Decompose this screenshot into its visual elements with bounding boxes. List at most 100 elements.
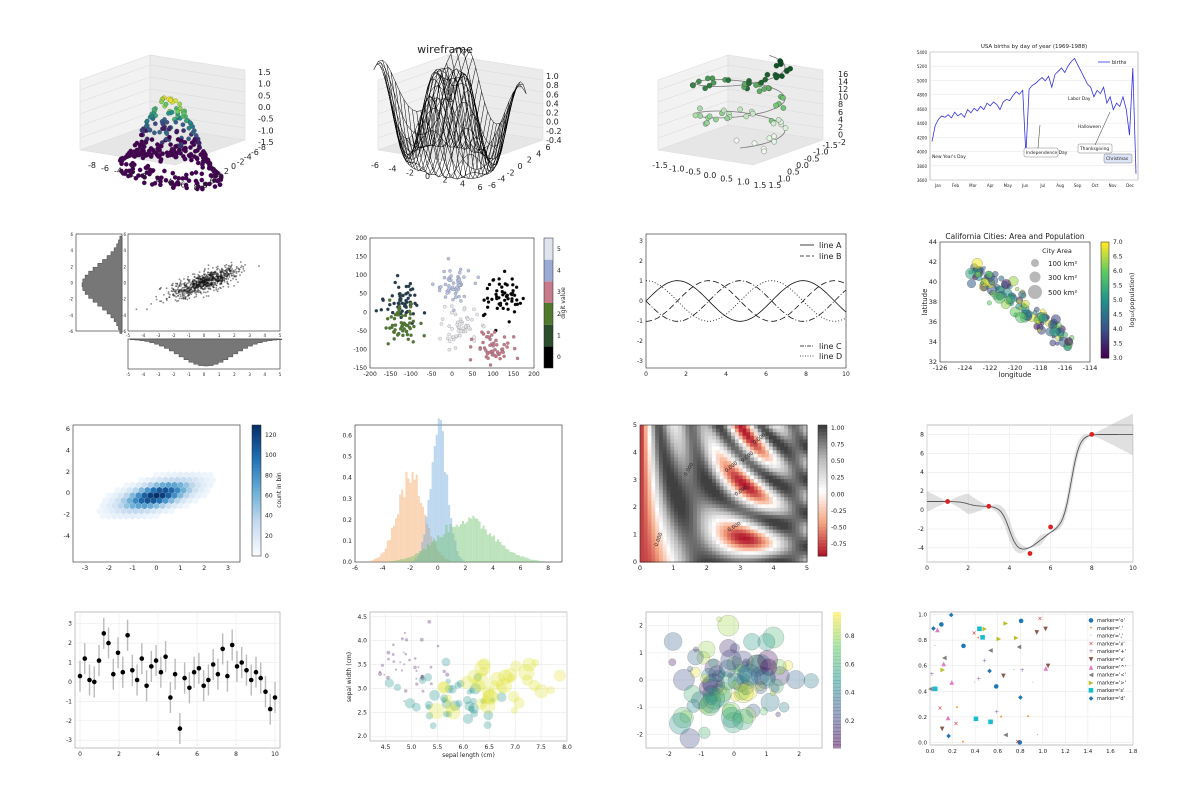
- p11-heat-cell: [799, 540, 804, 545]
- p3-gridline: [657, 100, 729, 127]
- p11-heat-cell: [731, 504, 736, 509]
- p11-heat-cell: [750, 457, 755, 462]
- p11-heat-cell: [659, 468, 664, 473]
- p5-point: [235, 275, 238, 277]
- p7-axes-frame: [645, 233, 847, 369]
- p6-colorbar-segment: [544, 303, 553, 325]
- p5-point: [197, 284, 200, 286]
- p11-heat-cell: [757, 435, 763, 440]
- p11-heat-cell: [696, 500, 702, 505]
- p16-xtick-label: 0.2: [948, 749, 957, 755]
- p5-point: [191, 280, 194, 283]
- p1-point: [173, 144, 179, 149]
- p10-hist-bar: [413, 479, 416, 562]
- p9-hex-bin: [168, 497, 175, 505]
- p11-heat-cell: [719, 464, 725, 469]
- p11-heat-cell: [738, 428, 744, 433]
- p6-point: [447, 324, 451, 328]
- p11-heat-cell: [731, 515, 736, 520]
- p9-hex-bin: [177, 471, 184, 479]
- p15-bubble: [708, 658, 718, 668]
- p5-point: [175, 296, 178, 298]
- p11-heat-cell: [772, 486, 778, 491]
- p11-heat-cell: [784, 435, 789, 440]
- p11-heat-cell: [734, 518, 740, 523]
- p5-scatter-ytick: -6: [122, 329, 126, 334]
- p9-hex-bin: [171, 492, 178, 499]
- p11-heat-cell: [719, 482, 725, 487]
- p3-point: [733, 137, 740, 144]
- p10-hist-bar: [428, 545, 431, 562]
- p6-point: [409, 305, 413, 309]
- p1-point: [150, 147, 156, 153]
- p9-hex-bin: [156, 507, 163, 515]
- p5-point: [215, 266, 218, 269]
- p11-heat-cell: [666, 525, 671, 531]
- p11-heat-cell: [753, 486, 759, 491]
- p7-xtick-label: 2: [684, 371, 688, 378]
- p11-heat-cell: [738, 504, 744, 509]
- p11-heat-cell: [662, 475, 668, 480]
- p11-heat-cell: [712, 428, 717, 433]
- p11-heat-cell: [700, 471, 706, 477]
- p16-marker: ●: [1018, 618, 1023, 625]
- p11-heat-cell: [795, 435, 800, 440]
- p11-heat-cell: [738, 432, 744, 437]
- p11-heat-cell: [750, 504, 755, 509]
- p11-heat-cell: [753, 554, 759, 559]
- p11-heat-cell: [738, 435, 744, 440]
- p11-heat-cell: [659, 457, 664, 462]
- p11-heat-cell: [689, 461, 694, 466]
- p11-heat-cell: [734, 544, 740, 549]
- p11-heat-cell: [719, 540, 725, 545]
- p8-colorbar-segment: [1101, 297, 1109, 301]
- p15-bubble: [741, 689, 748, 696]
- p15-colorbar-segment: [833, 690, 841, 695]
- p10-hist-bar: [397, 514, 400, 562]
- p11-heat-cell: [769, 468, 774, 473]
- p5-bottom-hist-tick: -4: [141, 372, 145, 377]
- p16-legend-marker: ■: [1088, 687, 1094, 694]
- p13-data-point: [111, 671, 116, 677]
- p11-heat-cell: [708, 453, 713, 458]
- p14-flower-point: [475, 698, 488, 710]
- p9-ytick-label: 4: [66, 446, 70, 454]
- p15-bubble: [693, 646, 699, 653]
- p1-point: [189, 171, 195, 176]
- p9-hex-bin: [150, 486, 157, 494]
- p16-xtick-label: 1.6: [1106, 749, 1115, 755]
- p11-heat-cell: [791, 482, 797, 487]
- p11-heat-cell: [715, 551, 721, 556]
- p14-flower-point: [468, 705, 475, 713]
- p11-heat-cell: [788, 529, 793, 534]
- p15-bubble: [717, 614, 739, 637]
- p11-heat-cell: [662, 486, 668, 491]
- p1-point: [139, 151, 145, 157]
- p1-y-tick-label: -2: [237, 157, 245, 166]
- p11-heat-cell: [643, 507, 649, 513]
- p11-colorbar-tick: -0.75: [831, 541, 847, 548]
- p11-heat-cell: [799, 435, 804, 440]
- p10-hist-bar: [509, 552, 512, 562]
- p11-heat-cell: [757, 540, 763, 545]
- p9-hex-bin: [123, 492, 130, 499]
- p3-point: [697, 105, 703, 112]
- p9-hex-bin: [147, 512, 154, 520]
- p9-hex-bin: [171, 502, 178, 510]
- p11-heat-cell: [719, 489, 725, 495]
- p11-heat-cell: [727, 551, 732, 556]
- p9-hex-bin: [180, 486, 187, 494]
- p2-gridline: [447, 76, 544, 93]
- p1-point: [168, 142, 173, 147]
- p11-heat-cell: [681, 489, 687, 495]
- p1-point: [122, 171, 128, 177]
- p11-heat-cell: [689, 457, 694, 462]
- p16-legend-label: marker='v': [1097, 657, 1125, 663]
- p6-point: [505, 283, 509, 287]
- p5-point: [230, 264, 233, 266]
- p11-heat-cell: [662, 432, 668, 437]
- p11-heat-cell: [795, 547, 800, 552]
- p5-point: [229, 272, 232, 275]
- p14-flower-point: [413, 657, 417, 660]
- p14-flower-point: [403, 689, 408, 693]
